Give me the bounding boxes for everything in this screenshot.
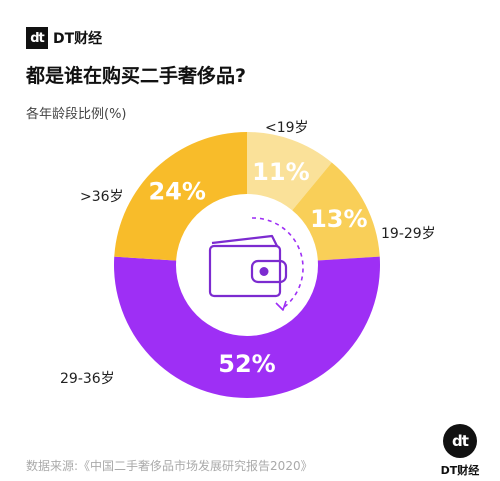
value-label-29-36: 52% bbox=[218, 350, 275, 378]
chart-title: 都是谁在购买二手奢侈品? bbox=[26, 65, 247, 87]
value-label-under-19: 11% bbox=[252, 158, 309, 186]
wallet-icon bbox=[208, 234, 288, 298]
footer-logo-mark: dt bbox=[443, 424, 477, 458]
brand-text: DT财经 bbox=[53, 31, 103, 47]
data-source: 数据来源:《中国二手奢侈品市场发展研究报告2020》 bbox=[26, 459, 313, 473]
value-label-over-36: 24% bbox=[148, 178, 205, 206]
footer-logo: dt DT财经 bbox=[436, 424, 484, 478]
slice-value-labels: 11%13% 52% 24% bbox=[148, 158, 367, 378]
category-label-29-36: 29-36岁 bbox=[60, 371, 115, 387]
clockwise-arrow-icon bbox=[251, 217, 304, 311]
slice-category-labels: <19岁 19-29岁 29-36岁 >36岁 bbox=[60, 120, 436, 387]
category-label-19-29: 19-29岁 bbox=[381, 226, 436, 242]
category-label-under-19: <19岁 bbox=[265, 120, 309, 136]
brand-mark: dt bbox=[26, 27, 48, 49]
footer-logo-text: DT财经 bbox=[440, 464, 480, 477]
donut-hole bbox=[176, 194, 318, 336]
category-label-over-36: >36岁 bbox=[80, 189, 124, 205]
brand-logo: dt DT财经 bbox=[26, 27, 102, 49]
value-label-19-29: 13% bbox=[310, 205, 367, 233]
chart-subtitle: 各年龄段比例(%) bbox=[26, 107, 127, 122]
